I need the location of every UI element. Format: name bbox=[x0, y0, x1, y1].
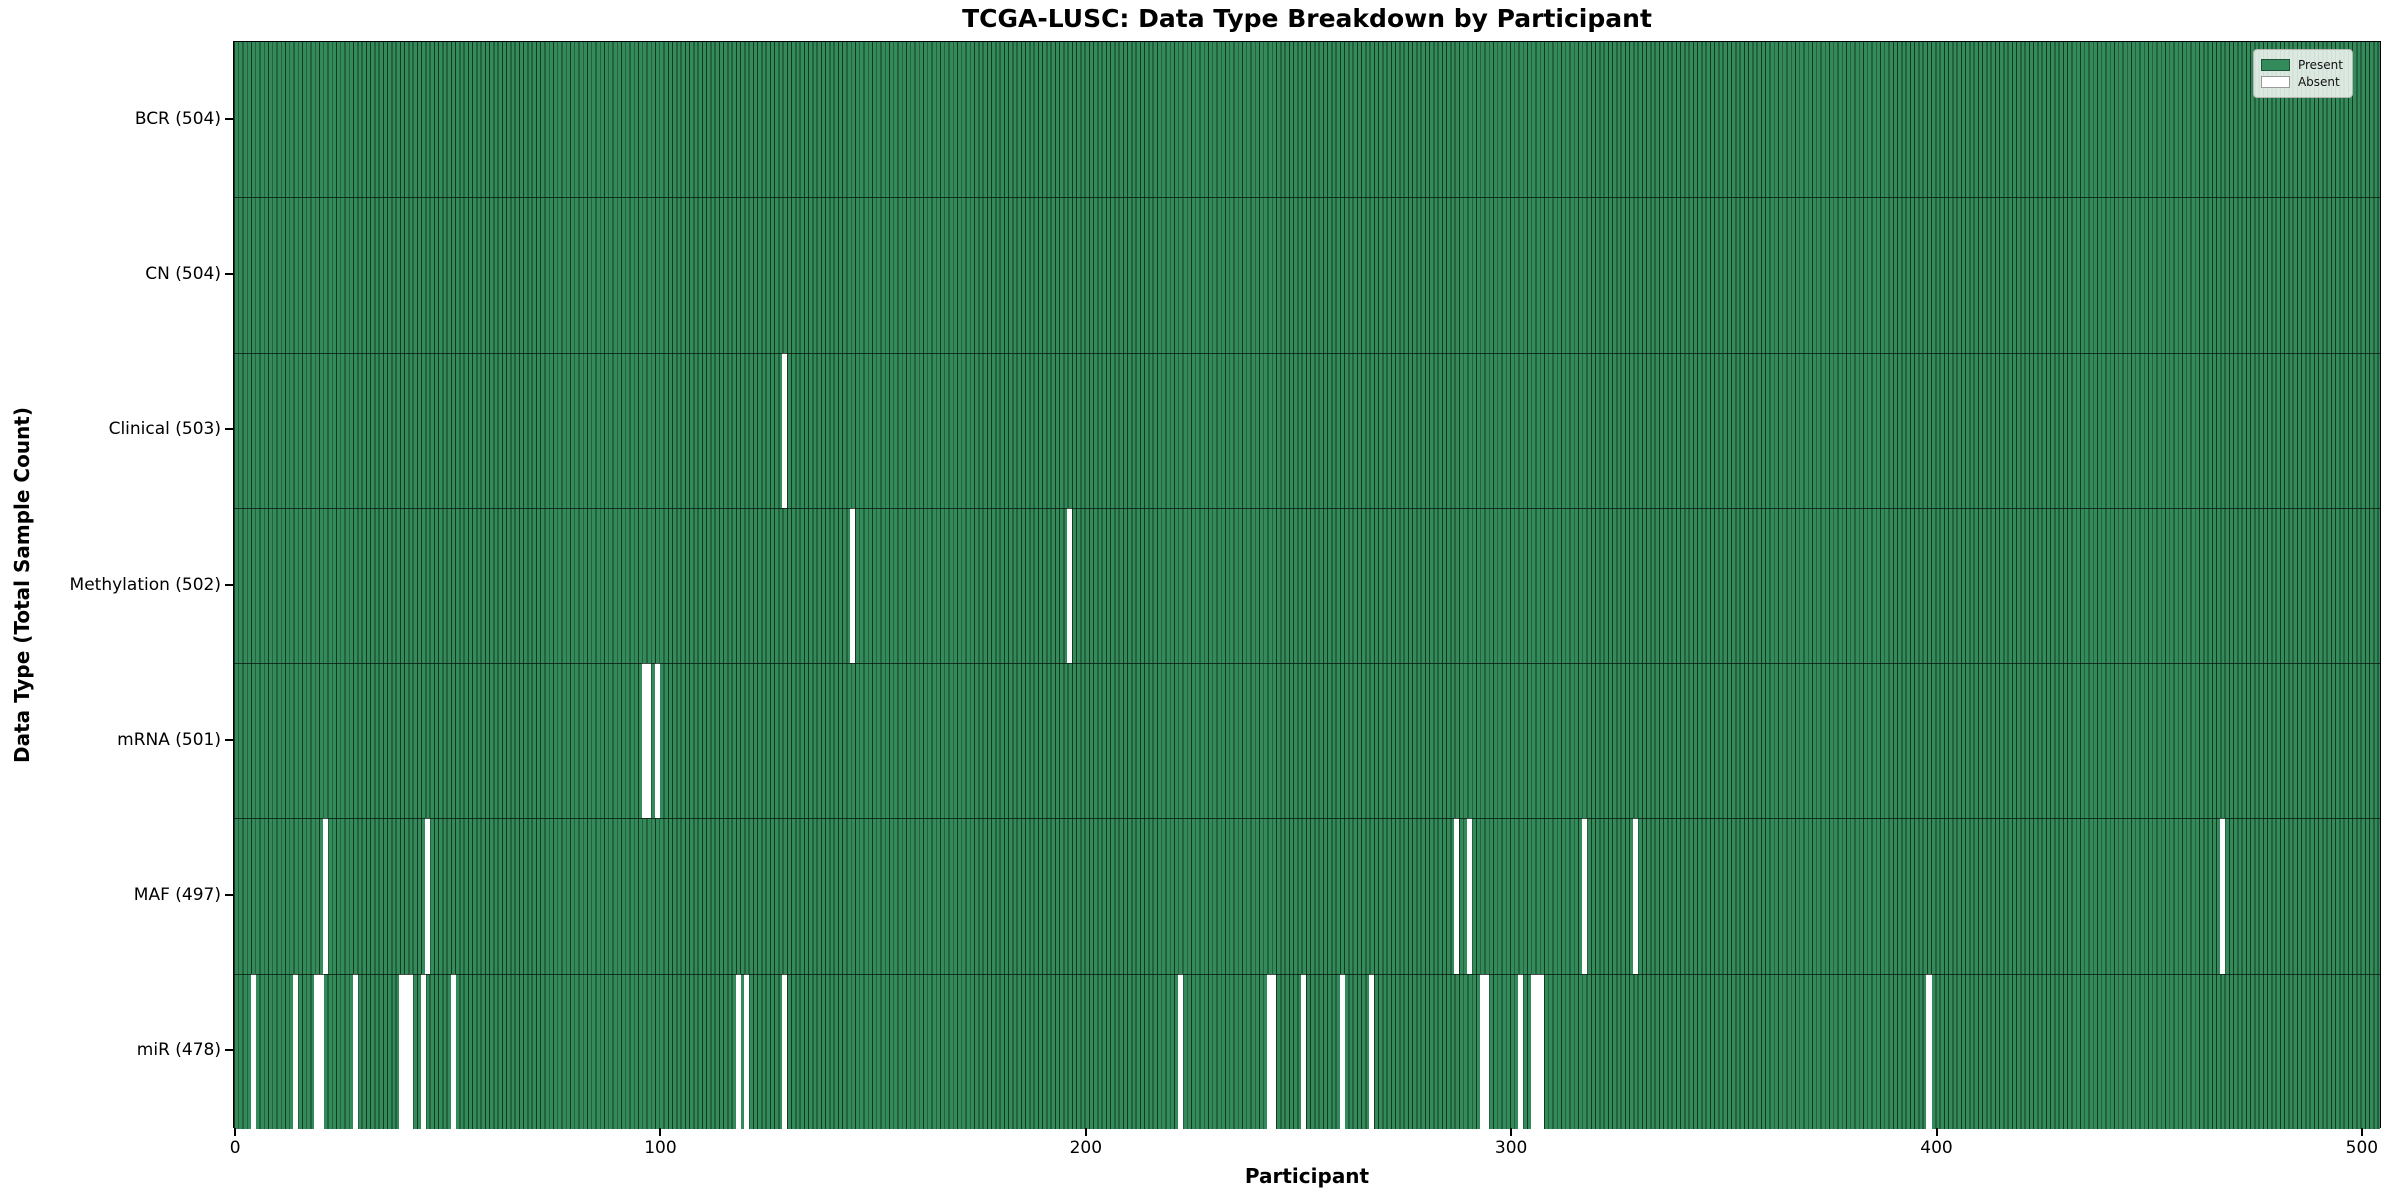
x-tick-mark bbox=[1510, 1128, 1513, 1136]
legend-item-absent: Absent bbox=[2260, 75, 2343, 89]
present-swatch-icon bbox=[2260, 59, 2290, 71]
absent-stripe bbox=[1535, 973, 1541, 1129]
absent-stripe bbox=[2219, 818, 2225, 974]
absent-stripe bbox=[407, 973, 414, 1129]
row-separator bbox=[234, 663, 2380, 665]
y-tick-label-Clinical: Clinical (503) bbox=[108, 419, 221, 440]
absent-stripe bbox=[1530, 973, 1536, 1129]
absent-stripe bbox=[735, 973, 741, 1129]
x-tick-mark bbox=[659, 1128, 662, 1136]
absent-stripe bbox=[1271, 973, 1277, 1129]
x-tick-label-0: 0 bbox=[229, 1138, 241, 1158]
legend-label-absent: Absent bbox=[2297, 75, 2340, 89]
row-separator bbox=[234, 507, 2380, 509]
absent-stripe bbox=[1467, 818, 1473, 974]
absent-stripe bbox=[646, 663, 652, 819]
x-tick-label-500: 500 bbox=[2345, 1138, 2379, 1158]
x-tick-mark bbox=[234, 1128, 237, 1136]
y-tick-mark bbox=[225, 738, 233, 741]
y-tick-label-MAF: MAF (497) bbox=[133, 885, 221, 906]
x-tick-label-400: 400 bbox=[1920, 1138, 1953, 1158]
chart-title: TCGA-LUSC: Data Type Breakdown by Partic… bbox=[962, 4, 1652, 33]
row-separator bbox=[234, 818, 2380, 820]
x-tick-mark bbox=[1935, 1128, 1938, 1136]
y-tick-mark bbox=[225, 272, 233, 275]
absent-stripe bbox=[744, 973, 750, 1129]
x-tick-label-200: 200 bbox=[1069, 1138, 1103, 1158]
legend: Present Absent bbox=[2252, 49, 2353, 98]
absent-stripe bbox=[782, 973, 788, 1129]
row-band-Clinical bbox=[234, 352, 2380, 508]
legend-item-present: Present bbox=[2260, 58, 2343, 72]
y-tick-mark bbox=[225, 583, 233, 586]
x-tick-label-100: 100 bbox=[644, 1138, 677, 1158]
absent-stripe bbox=[1177, 973, 1183, 1129]
legend-label-present: Present bbox=[2297, 58, 2343, 72]
y-tick-label-mRNA: mRNA (501) bbox=[117, 729, 221, 750]
absent-stripe bbox=[1267, 973, 1273, 1129]
absent-stripe bbox=[425, 818, 431, 974]
absent-stripe bbox=[1479, 973, 1485, 1129]
row-band-miR bbox=[234, 973, 2380, 1129]
y-tick-mark bbox=[225, 894, 233, 897]
x-tick-mark bbox=[2360, 1128, 2363, 1136]
absent-stripe bbox=[654, 663, 660, 819]
absent-stripe bbox=[322, 818, 328, 974]
absent-stripe bbox=[403, 973, 409, 1129]
row-band-MAF bbox=[234, 818, 2380, 974]
absent-stripe bbox=[250, 973, 256, 1129]
absent-stripe bbox=[782, 352, 788, 508]
absent-stripe bbox=[318, 973, 324, 1129]
row-separator bbox=[234, 973, 2380, 975]
y-tick-label-miR: miR (478) bbox=[136, 1040, 221, 1061]
absent-stripe bbox=[399, 973, 405, 1129]
absent-stripe bbox=[1301, 973, 1307, 1129]
absent-stripe bbox=[1454, 818, 1460, 974]
absent-swatch-icon bbox=[2260, 76, 2290, 88]
row-band-Methylation bbox=[234, 507, 2380, 664]
row-band-BCR bbox=[234, 42, 2380, 198]
absent-stripe bbox=[1067, 507, 1073, 664]
y-tick-mark bbox=[225, 117, 233, 120]
y-tick-label-Methylation: Methylation (502) bbox=[69, 574, 221, 595]
x-axis-label: Participant bbox=[1244, 1164, 1370, 1188]
absent-stripe bbox=[1339, 973, 1345, 1129]
absent-stripe bbox=[1632, 818, 1639, 974]
x-tick-label-300: 300 bbox=[1494, 1138, 1528, 1158]
absent-stripe bbox=[1518, 973, 1524, 1129]
absent-stripe bbox=[314, 973, 320, 1129]
absent-stripe bbox=[450, 973, 456, 1129]
absent-stripe bbox=[1926, 973, 1932, 1129]
absent-stripe bbox=[293, 973, 299, 1129]
absent-stripe bbox=[1581, 818, 1587, 974]
y-tick-label-BCR: BCR (504) bbox=[134, 108, 221, 129]
x-tick-mark bbox=[1084, 1128, 1087, 1136]
absent-stripe bbox=[1539, 973, 1545, 1129]
absent-stripe bbox=[420, 973, 426, 1129]
y-tick-mark bbox=[225, 428, 233, 431]
absent-stripe bbox=[1484, 973, 1490, 1129]
row-separator bbox=[234, 352, 2380, 354]
absent-stripe bbox=[850, 507, 856, 664]
row-band-CN bbox=[234, 197, 2380, 353]
absent-stripe bbox=[641, 663, 647, 819]
plot-area: Present Absent bbox=[233, 41, 2381, 1129]
y-tick-label-CN: CN (504) bbox=[145, 263, 221, 284]
absent-stripe bbox=[352, 973, 358, 1129]
absent-stripe bbox=[1369, 973, 1375, 1129]
y-tick-mark bbox=[225, 1049, 233, 1052]
row-separator bbox=[234, 197, 2380, 199]
row-band-mRNA bbox=[234, 663, 2380, 819]
